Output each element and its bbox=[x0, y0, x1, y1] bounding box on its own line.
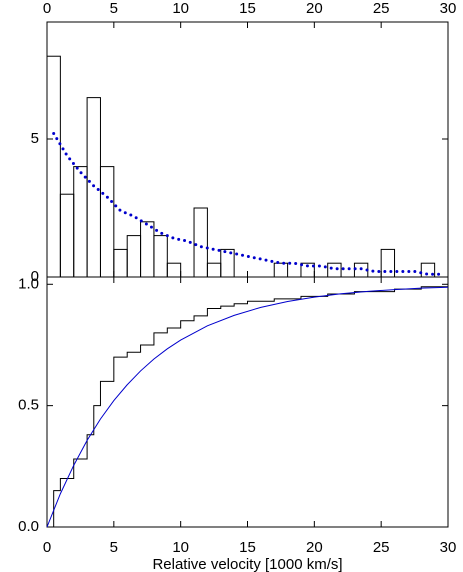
x-tick-label: 0 bbox=[43, 539, 51, 556]
x-tick-label: 5 bbox=[110, 0, 118, 17]
x-tick-label: 10 bbox=[172, 0, 189, 17]
hist-bar bbox=[153, 235, 168, 278]
x-tick-label: 30 bbox=[440, 539, 457, 556]
hist-bar bbox=[86, 97, 101, 278]
x-tick-label: 0 bbox=[43, 0, 51, 17]
hist-bar bbox=[73, 166, 88, 278]
hist-bar bbox=[220, 248, 235, 278]
hist-bar bbox=[193, 207, 208, 278]
x-tick-label: 15 bbox=[239, 0, 256, 17]
hist-bar bbox=[113, 248, 128, 278]
x-tick-label: 30 bbox=[440, 0, 457, 17]
y-tick-label: 0.0 bbox=[18, 518, 39, 535]
y-tick-label: 0.5 bbox=[18, 397, 39, 414]
hist-bar bbox=[273, 262, 289, 278]
hist-bar bbox=[59, 193, 75, 278]
series-line bbox=[46, 286, 449, 528]
series-line bbox=[52, 131, 443, 276]
y-tick-label: 5 bbox=[31, 130, 39, 147]
hist-bar bbox=[380, 248, 396, 278]
y-tick-label: 1.0 bbox=[18, 275, 39, 292]
plot-frame bbox=[46, 21, 449, 278]
x-tick-label: 25 bbox=[373, 539, 390, 556]
y-tick-label: 0 bbox=[31, 268, 39, 285]
x-tick-label: 25 bbox=[373, 0, 390, 17]
x-tick-label: 15 bbox=[239, 539, 256, 556]
hist-bar bbox=[327, 262, 342, 278]
series-line bbox=[47, 284, 449, 528]
x-tick-label: 20 bbox=[306, 539, 323, 556]
x-tick-label: 20 bbox=[306, 0, 323, 17]
hist-bar bbox=[140, 221, 155, 278]
hist-bar bbox=[206, 262, 222, 278]
x-axis-label: Relative velocity [1000 km/s] bbox=[152, 556, 342, 572]
hist-bar bbox=[99, 166, 115, 278]
x-tick-label: 5 bbox=[110, 539, 118, 556]
plot-frame bbox=[46, 276, 449, 528]
hist-bar bbox=[46, 55, 61, 278]
hist-bar bbox=[126, 235, 142, 278]
x-tick-label: 10 bbox=[172, 539, 189, 556]
hist-bar bbox=[166, 262, 182, 278]
